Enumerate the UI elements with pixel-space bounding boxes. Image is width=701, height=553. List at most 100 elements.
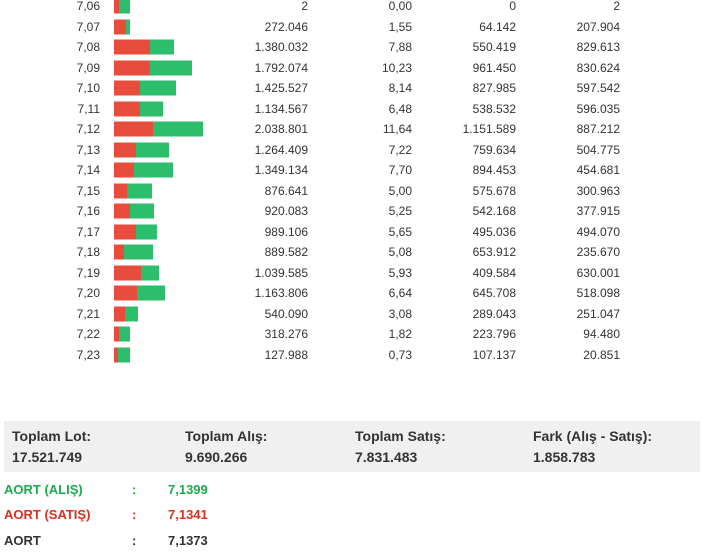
difference: Fark (Alış - Satış): 1.858.783: [533, 428, 652, 465]
aort-sell-label: AORT (SATIŞ): [4, 507, 91, 522]
volume-value: 889.582: [264, 245, 308, 260]
buy-bar-segment: [127, 183, 152, 199]
volume-value: 1.163.806: [254, 286, 308, 301]
buy-bar-segment: [124, 244, 153, 260]
table-row: 7,22 318.276 1,82 223.796 94.480: [0, 324, 701, 345]
buy-value: 550.419: [472, 40, 516, 55]
price-level: 7,18: [76, 245, 100, 260]
sell-bar-segment: [114, 183, 127, 199]
volume-bar: [114, 347, 130, 363]
table-row: 7,19 1.039.585 5,93 409.584 630.001: [0, 263, 701, 284]
buy-value: 1.151.589: [462, 122, 516, 137]
table-row: 7,11 1.134.567 6,48 538.532 596.035: [0, 99, 701, 120]
sell-value: 235.670: [576, 245, 620, 260]
price-level: 7,16: [76, 204, 100, 219]
total-sell-label: Toplam Satış:: [355, 428, 446, 444]
volume-value: 1.425.527: [254, 81, 308, 96]
volume-value: 1.134.567: [254, 101, 308, 116]
sell-value: 597.542: [576, 81, 620, 96]
sell-bar-segment: [114, 203, 130, 219]
total-lot-value: 17.521.749: [12, 449, 83, 465]
percent-value: 5,93: [388, 265, 412, 280]
buy-bar-segment: [118, 347, 130, 363]
volume-value: 540.090: [264, 306, 308, 321]
volume-bar: [114, 142, 169, 158]
aort-sell-colon: :: [132, 507, 137, 522]
sell-value: 20.851: [583, 347, 620, 362]
price-level: 7,23: [76, 347, 100, 362]
table-row: 7,20 1.163.806 6,64 645.708 518.098: [0, 283, 701, 304]
volume-bar: [114, 183, 152, 199]
buy-bar-segment: [140, 101, 163, 117]
total-buy-value: 9.690.266: [185, 449, 248, 465]
buy-value: 961.450: [472, 60, 516, 75]
buy-bar-segment: [141, 265, 159, 281]
volume-value: 1.264.409: [254, 142, 308, 157]
price-level: 7,14: [76, 163, 100, 178]
sell-bar-segment: [114, 80, 140, 96]
buy-bar-segment: [119, 0, 130, 14]
table-row: 7,18 889.582 5,08 653.912 235.670: [0, 242, 701, 263]
volume-value: 127.988: [264, 347, 308, 362]
sell-bar-segment: [114, 19, 126, 35]
buy-value: 289.043: [472, 306, 516, 321]
volume-value: 272.046: [264, 19, 308, 34]
volume-bar: [114, 101, 163, 117]
volume-value: 1.039.585: [254, 265, 308, 280]
sell-bar-segment: [114, 244, 124, 260]
volume-bar: [114, 224, 157, 240]
table-row: 7,06 2 0,00 0 2: [0, 0, 701, 17]
buy-bar-segment: [126, 19, 130, 35]
volume-value: 1.349.134: [254, 163, 308, 178]
sell-bar-segment: [114, 265, 141, 281]
price-level: 7,08: [76, 40, 100, 55]
sell-value: 94.480: [583, 327, 620, 342]
buy-bar-segment: [125, 306, 138, 322]
sell-value: 830.624: [576, 60, 620, 75]
volume-value: 1.380.032: [254, 40, 308, 55]
summary-panel: Toplam Lot: 17.521.749 Toplam Alış: 9.69…: [4, 421, 700, 472]
aort-buy-value: 7,1399: [168, 482, 208, 497]
table-row: 7,10 1.425.527 8,14 827.985 597.542: [0, 78, 701, 99]
volume-value: 2.038.801: [254, 122, 308, 137]
volume-bar: [114, 285, 165, 301]
price-level: 7,13: [76, 142, 100, 157]
aort-colon: :: [132, 533, 137, 548]
volume-bar: [114, 162, 173, 178]
volume-bar: [114, 306, 138, 322]
percent-value: 0,73: [388, 347, 412, 362]
sell-value: 829.613: [576, 40, 620, 55]
table-row: 7,21 540.090 3,08 289.043 251.047: [0, 304, 701, 325]
percent-value: 10,23: [381, 60, 412, 75]
aort-buy-colon: :: [132, 482, 137, 497]
difference-value: 1.858.783: [533, 449, 596, 465]
percent-value: 8,14: [388, 81, 412, 96]
buy-value: 495.036: [472, 224, 516, 239]
price-level: 7,21: [76, 306, 100, 321]
volume-bar: [114, 326, 130, 342]
percent-value: 7,88: [388, 40, 412, 55]
total-lot: Toplam Lot: 17.521.749: [12, 428, 91, 465]
buy-bar-segment: [150, 39, 174, 55]
percent-value: 5,08: [388, 245, 412, 260]
percent-value: 1,55: [388, 19, 412, 34]
buy-value: 645.708: [472, 286, 516, 301]
sell-value: 377.915: [576, 204, 620, 219]
percent-value: 11,64: [382, 122, 412, 137]
table-row: 7,16 920.083 5,25 542.168 377.915: [0, 201, 701, 222]
volume-bar: [114, 19, 130, 35]
sell-bar-segment: [114, 121, 153, 137]
volume-value: 2: [301, 0, 308, 14]
buy-bar-segment: [137, 285, 165, 301]
percent-value: 6,64: [388, 286, 412, 301]
table-row: 7,07 272.046 1,55 64.142 207.904: [0, 17, 701, 38]
buy-bar-segment: [150, 60, 192, 76]
total-sell: Toplam Satış: 7.831.483: [355, 428, 446, 465]
table-row: 7,15 876.641 5,00 575.678 300.963: [0, 181, 701, 202]
buy-value: 0: [509, 0, 516, 14]
price-level: 7,20: [76, 286, 100, 301]
buy-value: 538.532: [472, 101, 516, 116]
buy-bar-segment: [130, 203, 154, 219]
percent-value: 5,25: [388, 204, 412, 219]
buy-bar-segment: [136, 142, 169, 158]
